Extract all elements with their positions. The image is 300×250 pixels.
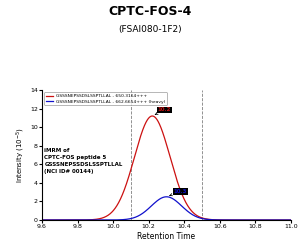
Text: 10.2: 10.2	[155, 107, 171, 114]
Text: (FSAI080-1F2): (FSAI080-1F2)	[118, 25, 182, 34]
X-axis label: Retention Time: Retention Time	[137, 232, 196, 241]
Y-axis label: Intensity (10$^{-5}$): Intensity (10$^{-5}$)	[15, 127, 27, 183]
Text: CPTC-FOS-4: CPTC-FOS-4	[108, 5, 192, 18]
Legend: GSSSNEPSSDSLSSPTLLAL - 650.3164+++, GSSSNEPSSDSLSSPTLLAL - 662.6654+++ (heavy): GSSSNEPSSDSLSSPTLLAL - 650.3164+++, GSSS…	[44, 92, 167, 105]
Text: 10.3: 10.3	[170, 189, 187, 196]
Text: iMRM of
CPTC-FOS peptide 5
GSSSNEPSSDSLSSPTLLAL
(NCI ID# 00144): iMRM of CPTC-FOS peptide 5 GSSSNEPSSDSLS…	[44, 148, 123, 174]
